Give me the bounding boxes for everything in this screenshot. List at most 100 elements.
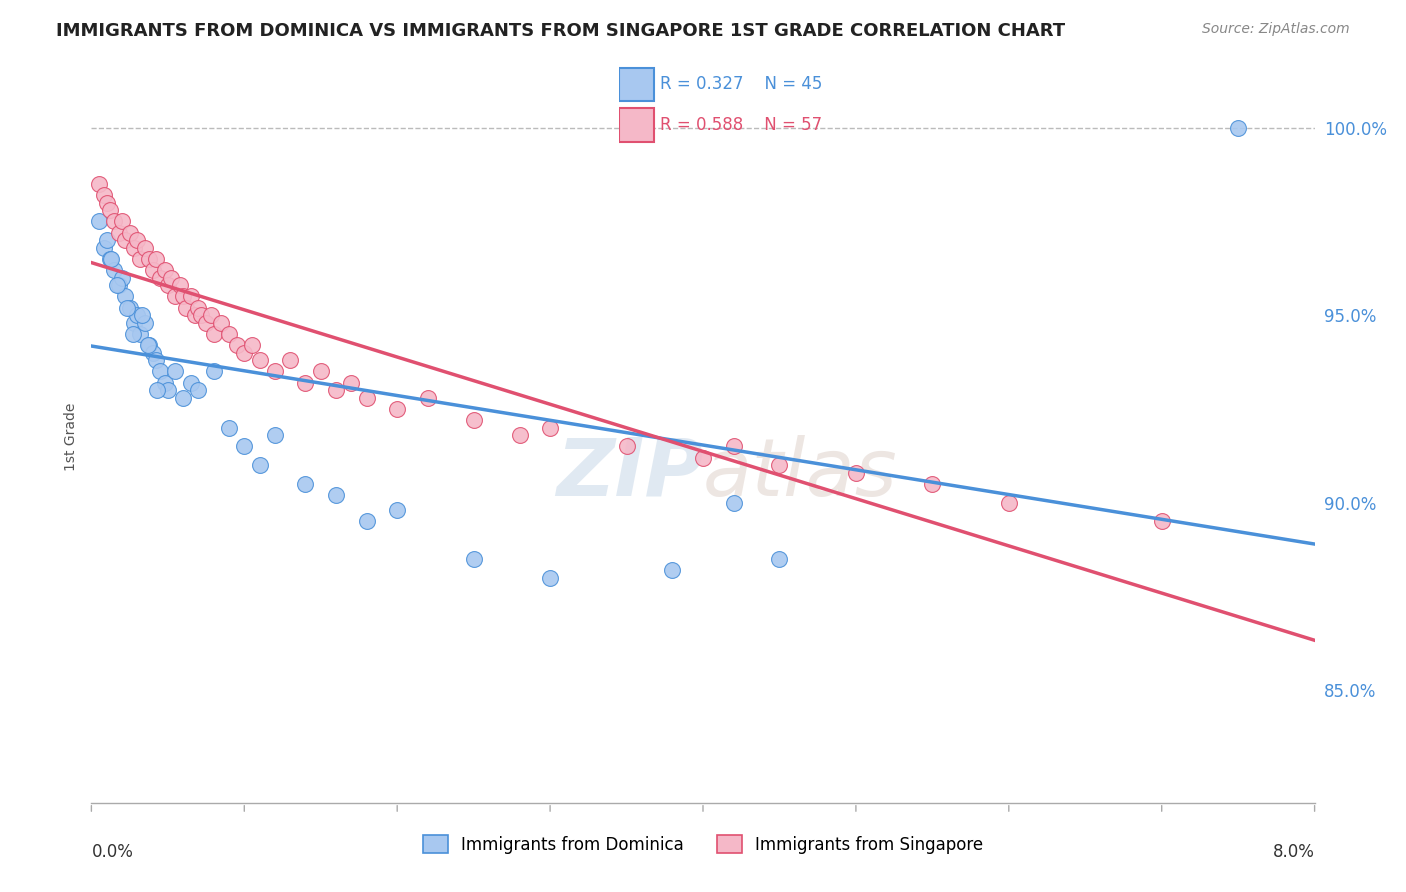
Point [118, 226, 141, 240]
Point [768, 552, 790, 566]
Point [209, 316, 232, 330]
Point [114, 233, 136, 247]
Point [233, 440, 256, 454]
Point [165, 289, 187, 303]
Point [202, 326, 225, 341]
Point [309, 364, 332, 378]
Point [340, 376, 363, 390]
Point [509, 428, 531, 442]
Point [156, 383, 179, 397]
Point [141, 345, 163, 359]
Point [98, 252, 121, 266]
Point [190, 308, 212, 322]
Point [264, 428, 287, 442]
Point [1227, 120, 1250, 135]
Point [127, 233, 149, 247]
FancyBboxPatch shape [619, 68, 654, 102]
Point [98, 203, 121, 218]
Point [105, 278, 128, 293]
Point [165, 364, 187, 378]
Text: IMMIGRANTS FROM DOMINICA VS IMMIGRANTS FROM SINGAPORE 1ST GRADE CORRELATION CHAR: IMMIGRANTS FROM DOMINICA VS IMMIGRANTS F… [56, 22, 1066, 40]
Point [768, 458, 790, 473]
Point [141, 263, 163, 277]
Point [538, 420, 561, 434]
Point [93, 241, 115, 255]
Point [108, 226, 131, 240]
Point [845, 466, 868, 480]
Point [538, 571, 561, 585]
Point [174, 301, 197, 315]
FancyBboxPatch shape [619, 108, 654, 142]
Point [187, 301, 209, 315]
Point [294, 477, 316, 491]
Point [145, 353, 167, 368]
Point [149, 364, 172, 378]
Point [103, 214, 125, 228]
Point [195, 316, 218, 330]
Point [108, 278, 131, 293]
Point [172, 391, 194, 405]
Point [122, 241, 145, 255]
Point [100, 252, 122, 266]
Point [723, 440, 745, 454]
Point [463, 413, 485, 427]
Point [998, 496, 1021, 510]
Point [146, 383, 169, 397]
Legend: Immigrants from Dominica, Immigrants from Singapore: Immigrants from Dominica, Immigrants fro… [416, 829, 990, 860]
Point [149, 270, 172, 285]
Point [121, 326, 143, 341]
Text: R = 0.327    N = 45: R = 0.327 N = 45 [659, 76, 823, 94]
Point [240, 338, 263, 352]
Point [114, 289, 136, 303]
Point [249, 353, 271, 368]
Point [692, 450, 714, 465]
Point [1150, 515, 1173, 529]
Point [416, 391, 439, 405]
Point [225, 338, 247, 352]
Point [184, 308, 207, 322]
Text: Source: ZipAtlas.com: Source: ZipAtlas.com [1202, 22, 1350, 37]
Point [200, 308, 222, 322]
Text: atlas: atlas [703, 434, 898, 513]
Point [156, 278, 179, 293]
Point [294, 376, 316, 390]
Point [218, 420, 240, 434]
Point [131, 308, 153, 322]
Point [264, 364, 287, 378]
Point [169, 278, 191, 293]
Point [180, 289, 202, 303]
Point [136, 338, 159, 352]
Point [278, 353, 301, 368]
Point [356, 515, 378, 529]
Point [111, 214, 134, 228]
Text: R = 0.588    N = 57: R = 0.588 N = 57 [659, 116, 823, 134]
Y-axis label: 1st Grade: 1st Grade [63, 403, 77, 471]
Point [134, 241, 156, 255]
Point [921, 477, 943, 491]
Point [145, 252, 167, 266]
Point [134, 316, 156, 330]
Point [138, 338, 160, 352]
Text: ZIP: ZIP [555, 434, 703, 513]
Point [111, 270, 134, 285]
Point [616, 440, 638, 454]
Point [661, 563, 683, 577]
Point [87, 177, 110, 191]
Point [202, 364, 225, 378]
Point [463, 552, 485, 566]
Point [385, 401, 409, 416]
Point [93, 188, 115, 202]
Point [172, 289, 194, 303]
Point [153, 263, 176, 277]
Point [115, 301, 138, 315]
Point [249, 458, 271, 473]
Point [218, 326, 240, 341]
Point [129, 326, 152, 341]
Point [129, 252, 152, 266]
Text: 8.0%: 8.0% [1272, 843, 1315, 861]
Point [187, 383, 209, 397]
Point [180, 376, 202, 390]
Point [356, 391, 378, 405]
Point [233, 345, 256, 359]
Point [127, 308, 149, 322]
